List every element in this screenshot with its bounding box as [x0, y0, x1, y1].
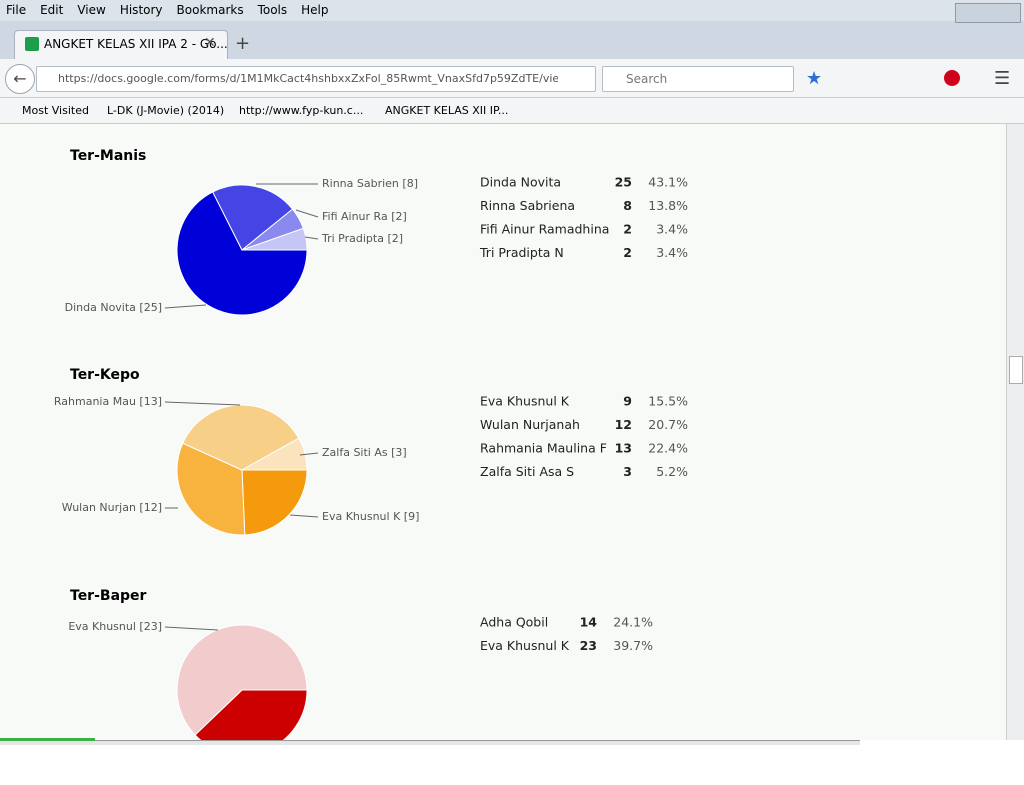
pie-label: Dinda Novita [25]: [65, 301, 162, 314]
section-title: Ter-Baper: [70, 588, 147, 604]
scrollbar[interactable]: [1006, 124, 1024, 740]
menu-item[interactable]: View: [77, 3, 106, 17]
row-count: 9: [623, 394, 632, 409]
bookmark[interactable]: ANGKET KELAS XII IP...: [385, 104, 509, 117]
row-name: Dinda Novita: [480, 175, 561, 190]
menu-item[interactable]: History: [119, 3, 163, 17]
row-count: 2: [623, 222, 632, 237]
row-percent: 13.8%: [648, 198, 688, 213]
status-bar: [0, 738, 860, 745]
row-count: 3: [623, 464, 632, 479]
leader-line: [299, 452, 319, 456]
section-title: Ter-Kepo: [70, 367, 140, 383]
row-percent: 5.2%: [656, 464, 688, 479]
row-name: Eva Khusnul K: [480, 394, 570, 409]
row-percent: 3.4%: [656, 245, 688, 260]
pie-label: Rinna Sabrien [8]: [322, 177, 418, 190]
row-percent: 24.1%: [613, 615, 653, 630]
menu-item[interactable]: File: [6, 3, 27, 17]
pie-slice: [176, 442, 246, 536]
scroll-thumb[interactable]: [1009, 356, 1023, 384]
menu-item[interactable]: Tools: [257, 3, 288, 17]
menu-item[interactable]: Bookmarks: [176, 3, 244, 17]
leader-line: [295, 209, 319, 218]
row-percent: 15.5%: [648, 394, 688, 409]
search-placeholder: Search: [626, 72, 668, 86]
row-count: 14: [580, 615, 598, 630]
pie-slice: [212, 184, 294, 251]
pie-label: Rahmania Mau [13]: [54, 395, 162, 408]
bookmark-star[interactable]: ★: [806, 68, 823, 89]
pie-label: Eva Khusnul [23]: [68, 620, 162, 633]
row-percent: 22.4%: [648, 441, 688, 456]
row-count: 13: [615, 441, 632, 456]
tab-close[interactable]: ✕: [204, 35, 216, 51]
row-name: Rinna Sabriena: [480, 198, 575, 213]
menu-item[interactable]: Help: [301, 3, 329, 17]
row-percent: 43.1%: [648, 175, 688, 190]
bookmark[interactable]: Most Visited: [22, 104, 89, 117]
url-text: https://docs.google.com/forms/d/1M1MkCac…: [58, 72, 558, 85]
bookmarks-bar: [0, 98, 1024, 124]
pie-label: Fifi Ainur Ra [2]: [322, 210, 407, 223]
analytics: Ter-Manis Dinda Novita 25 43.1% Rinna Sabrie…: [0, 124, 1006, 756]
bookmark[interactable]: L-DK (J-Movie) (2014): [107, 104, 225, 117]
pie-slice: [241, 227, 308, 251]
menu-button[interactable]: ☰: [994, 68, 1011, 89]
page-content: Ter-Manis Dinda Novita 25 43.1% Rinna Sabrie…: [0, 124, 1006, 756]
search-box[interactable]: [602, 66, 794, 92]
row-name: Wulan Nurjanah: [480, 417, 580, 432]
section-title: Ter-Manis: [70, 148, 146, 164]
tab-title[interactable]: ANGKET KELAS XII IPA 2 - Go...: [44, 37, 228, 51]
window-controls[interactable]: [955, 3, 1021, 23]
leader-line: [289, 514, 319, 518]
row-name: Tri Pradipta N: [479, 245, 564, 260]
row-name: Fifi Ainur Ramadhina: [480, 222, 609, 237]
bookmark[interactable]: http://www.fyp-kun.c...: [239, 104, 364, 117]
menu-item[interactable]: Edit: [40, 3, 64, 17]
row-name: Eva Khusnul K: [480, 638, 570, 653]
leader-line: [164, 304, 207, 309]
pie-label: Eva Khusnul K [9]: [322, 510, 419, 523]
pie-label: Wulan Nurjan [12]: [62, 501, 162, 514]
pie-label: Zalfa Siti As [3]: [322, 446, 407, 459]
leader-line: [304, 236, 319, 240]
row-name: Rahmania Maulina F: [480, 441, 607, 456]
progress: [0, 738, 95, 741]
row-percent: 20.7%: [648, 417, 688, 432]
row-count: 23: [580, 638, 597, 653]
row-name: Adha Qobil: [480, 615, 548, 630]
new-tab[interactable]: +: [235, 33, 251, 54]
row-count: 8: [623, 198, 632, 213]
adblock-icon[interactable]: [944, 70, 960, 86]
row-count: 25: [615, 175, 632, 190]
row-percent: 3.4%: [656, 222, 688, 237]
row-percent: 39.7%: [613, 638, 653, 653]
pie-slice: [176, 191, 308, 316]
row-name: Zalfa Siti Asa S: [480, 464, 574, 479]
background: [0, 124, 1006, 740]
leader-line: [164, 401, 241, 406]
back-button[interactable]: ←: [5, 64, 35, 94]
row-count: 12: [615, 417, 632, 432]
tab[interactable]: [14, 30, 228, 60]
url-bar[interactable]: [36, 66, 596, 92]
pie-label: Tri Pradipta [2]: [321, 232, 403, 245]
pie-slice: [240, 437, 308, 471]
row-count: 2: [623, 245, 632, 260]
leader-line: [164, 626, 219, 631]
tab-icon: [25, 37, 39, 51]
pie-slice: [241, 469, 308, 536]
menu-bar: File Edit View History Bookmarks Tools Help: [0, 0, 1024, 21]
